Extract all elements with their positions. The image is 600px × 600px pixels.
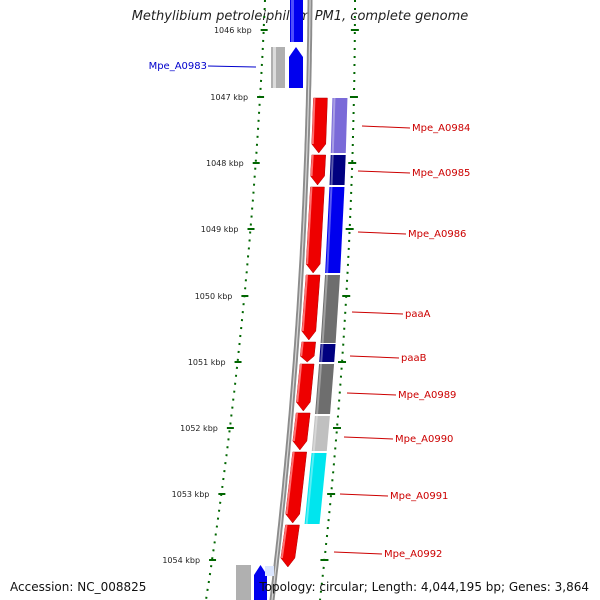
kbp-tick-label: 1050 kbp bbox=[195, 292, 233, 301]
reverse-cds-shade bbox=[280, 524, 288, 559]
kbp-tick-label: 1047 kbp bbox=[210, 93, 248, 102]
reverse-cds-shade bbox=[311, 97, 316, 145]
gene-label-reverse: Mpe_A0989 bbox=[398, 390, 456, 401]
cog-box-shade bbox=[326, 186, 333, 274]
kbp-tick-label: 1052 kbp bbox=[180, 424, 218, 433]
forward-cds-arrow bbox=[289, 47, 303, 88]
kbp-tick-label: 1053 kbp bbox=[172, 490, 210, 499]
kbp-tick-label: 1054 kbp bbox=[162, 556, 200, 565]
forward-cds-arrow-bottom bbox=[254, 565, 267, 600]
reverse-cds-shade bbox=[301, 274, 309, 332]
reverse-cds-shade bbox=[285, 451, 295, 515]
gene-label-reverse: Mpe_A0991 bbox=[390, 491, 448, 502]
gene-label-forward: Mpe_A0983 bbox=[149, 61, 207, 72]
accession-text: Accession: NC_008825 bbox=[10, 580, 147, 594]
gene-label-reverse: Mpe_A0992 bbox=[384, 549, 442, 560]
cog-category-box bbox=[315, 364, 335, 414]
cog-category-box bbox=[329, 155, 346, 185]
reverse-cds-shade bbox=[292, 412, 299, 442]
cog-box-shade bbox=[321, 274, 329, 344]
forward-cds-top-shade bbox=[291, 0, 294, 42]
reverse-cds-shade bbox=[306, 186, 313, 265]
label-leader-line bbox=[351, 311, 404, 315]
label-leader-line bbox=[357, 170, 411, 174]
label-leader-line bbox=[343, 436, 394, 440]
cog-box-shade bbox=[330, 154, 334, 186]
cog-category-box bbox=[330, 98, 348, 153]
gene-label-reverse: Mpe_A0984 bbox=[412, 123, 470, 134]
label-leader-line bbox=[346, 392, 397, 396]
kbp-tick-label: 1051 kbp bbox=[188, 358, 226, 367]
gene-label-reverse: paaB bbox=[401, 353, 427, 364]
cog-box-shade bbox=[320, 343, 324, 363]
label-leader-line bbox=[207, 65, 257, 68]
label-leader-line bbox=[349, 355, 400, 359]
cog-box-shade bbox=[331, 97, 336, 154]
gene-label-reverse: Mpe_A0985 bbox=[412, 168, 470, 179]
reverse-cds-shade bbox=[310, 154, 314, 177]
cog-category-box bbox=[320, 275, 341, 343]
kbp-tick-label: 1046 kbp bbox=[214, 26, 252, 35]
label-leader-line bbox=[333, 551, 383, 555]
reverse-cds-shade bbox=[300, 341, 304, 357]
gene-label-reverse: Mpe_A0990 bbox=[395, 434, 453, 445]
backbone-highlight bbox=[271, 0, 311, 600]
label-leader-line bbox=[361, 125, 411, 129]
gene-label-reverse: Mpe_A0986 bbox=[408, 229, 466, 240]
genome-summary-text: Topology: circular; Length: 4,044,195 bp… bbox=[259, 580, 589, 594]
cog-category-box bbox=[319, 344, 336, 362]
cog-box-shade bbox=[305, 452, 315, 525]
cog-box-shade bbox=[312, 415, 318, 452]
cog-category-box bbox=[311, 416, 330, 451]
reverse-cds-shade bbox=[296, 363, 303, 403]
cog-category-box bbox=[304, 453, 327, 524]
gene-label-reverse: paaA bbox=[405, 309, 431, 320]
cog-box-forward-bottom bbox=[236, 565, 251, 600]
cog-box-forward-shade bbox=[273, 47, 276, 88]
cog-box-shade bbox=[316, 363, 323, 415]
forward-cds-fragment bbox=[265, 566, 274, 576]
label-leader-line bbox=[357, 231, 407, 235]
cog-category-box bbox=[325, 187, 345, 273]
label-leader-line bbox=[339, 493, 389, 497]
kbp-tick-label: 1049 kbp bbox=[201, 225, 239, 234]
kbp-tick-label: 1048 kbp bbox=[206, 159, 244, 168]
